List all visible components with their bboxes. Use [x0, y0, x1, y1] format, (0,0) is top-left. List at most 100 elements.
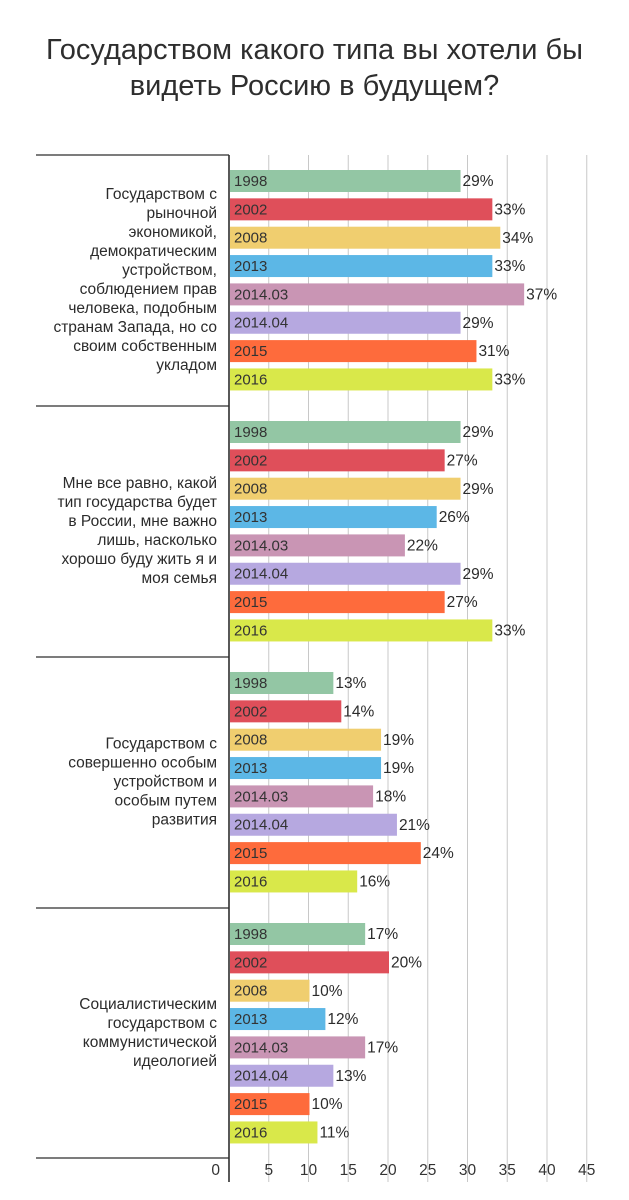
bar-year-label: 2002 — [234, 703, 267, 720]
bar-1-2014.03 — [230, 283, 525, 306]
bar-year-label: 2013 — [234, 258, 267, 275]
bar-value-label: 33% — [494, 201, 525, 218]
category-label-line: экономикой, — [128, 224, 217, 241]
bar-4-2014.04 — [230, 1064, 334, 1087]
x-tick-label: 40 — [538, 1162, 556, 1179]
bar-year-label: 2013 — [234, 760, 267, 777]
bar-year-label: 2015 — [234, 1096, 267, 1113]
bar-year-label: 1998 — [234, 926, 267, 943]
bar-year-label: 1998 — [234, 675, 267, 692]
bar-year-label: 2013 — [234, 1011, 267, 1028]
bar-year-label: 2008 — [234, 732, 267, 749]
bar-value-label: 27% — [447, 452, 478, 469]
category-label-line: моя семья — [142, 570, 217, 587]
bar-3-2013 — [230, 757, 382, 780]
bar-3-2014.03 — [230, 785, 374, 808]
bar-value-label: 20% — [391, 954, 422, 971]
bar-3-2008 — [230, 728, 382, 751]
bar-year-label: 2008 — [234, 230, 267, 247]
bar-year-label: 2014.04 — [234, 566, 288, 583]
category-label-line: устройством и — [114, 773, 217, 790]
bar-year-label: 1998 — [234, 173, 267, 190]
bar-2-2002 — [230, 449, 445, 472]
bar-value-label: 10% — [312, 1096, 343, 1113]
bar-value-label: 33% — [494, 623, 525, 640]
bar-value-label: 33% — [494, 258, 525, 275]
category-label-line: Мне все равно, какой — [63, 475, 217, 492]
bar-2-2015 — [230, 591, 445, 614]
x-tick-label: 30 — [459, 1162, 477, 1179]
category-label-line: укладом — [156, 357, 217, 374]
bar-3-1998 — [230, 672, 334, 694]
x-tick-label: 10 — [300, 1162, 318, 1179]
bar-year-label: 1998 — [234, 424, 267, 441]
x-tick-label: 35 — [499, 1162, 516, 1179]
bar-value-label: 18% — [375, 788, 406, 805]
bar-year-label: 2002 — [234, 954, 267, 971]
bar-value-label: 26% — [439, 509, 470, 526]
bar-value-label: 21% — [399, 817, 430, 834]
category-label-line: лишь, насколько — [97, 532, 217, 549]
bar-value-label: 37% — [526, 286, 557, 303]
bar-value-label: 14% — [343, 703, 374, 720]
category-label-line: рыночной — [146, 205, 217, 222]
bar-1-2013 — [230, 255, 493, 278]
category-label-line: странам Запада, но со — [53, 319, 217, 336]
x-tick-label: 25 — [419, 1162, 436, 1179]
bar-year-label: 2016 — [234, 873, 267, 890]
bar-value-label: 29% — [463, 173, 494, 190]
category-label-line: совершенно особым — [68, 754, 217, 771]
bar-value-label: 33% — [494, 372, 525, 389]
bar-3-2014.04 — [230, 813, 397, 836]
bar-year-label: 2014.04 — [234, 315, 288, 332]
x-tick-label: 15 — [340, 1162, 357, 1179]
bar-year-label: 2014.03 — [234, 286, 288, 303]
bar-4-2008 — [230, 979, 310, 1002]
x-tick-label: 20 — [379, 1162, 397, 1179]
bar-1-2002 — [230, 198, 493, 221]
bar-value-label: 31% — [478, 343, 509, 360]
bar-value-label: 19% — [383, 760, 414, 777]
bar-value-label: 11% — [319, 1125, 349, 1142]
category-label-line: человека, подобным — [68, 300, 217, 317]
bar-year-label: 2014.04 — [234, 817, 288, 834]
bar-year-label: 2015 — [234, 343, 267, 360]
bar-year-label: 2014.03 — [234, 537, 288, 554]
bar-year-label: 2016 — [234, 1124, 267, 1141]
chart-title-line-2: видеть Россию в будущем? — [129, 70, 500, 102]
bar-3-2002 — [230, 700, 342, 723]
bar-value-label: 12% — [327, 1011, 358, 1028]
chart-title: Государством какого типа вы хотели бы ви… — [0, 32, 629, 104]
bar-year-label: 2014.03 — [234, 788, 288, 805]
category-label-line: идеологией — [133, 1053, 217, 1070]
bar-3-2015 — [230, 842, 421, 865]
bar-year-label: 2008 — [234, 983, 267, 1000]
bar-2-2008 — [230, 477, 461, 500]
bar-1-2008 — [230, 226, 501, 249]
bar-year-label: 2015 — [234, 845, 267, 862]
bar-2-2013 — [230, 506, 437, 529]
bar-4-2016 — [230, 1121, 318, 1144]
bar-value-label: 29% — [463, 424, 494, 441]
bar-1-1998 — [230, 170, 461, 192]
bar-year-label: 2008 — [234, 481, 267, 498]
bar-value-label: 27% — [447, 594, 478, 611]
bar-2-2016 — [230, 619, 493, 642]
category-label-line: соблюдением прав — [80, 281, 217, 298]
bar-1-2016 — [230, 368, 493, 391]
bar-value-label: 24% — [423, 845, 454, 862]
bar-value-label: 29% — [463, 481, 494, 498]
bar-value-label: 17% — [367, 1039, 398, 1056]
bar-value-label: 29% — [463, 566, 494, 583]
bar-value-label: 13% — [335, 675, 366, 692]
bar-4-2013 — [230, 1008, 326, 1031]
bar-1-2014.04 — [230, 311, 461, 334]
bar-4-2002 — [230, 951, 389, 974]
category-label-line: Государством с — [106, 735, 218, 752]
bar-3-2016 — [230, 870, 358, 893]
x-tick-label: 0 — [211, 1162, 220, 1179]
category-label-line: особым путем — [115, 792, 218, 809]
bar-value-label: 29% — [463, 315, 494, 332]
bar-year-label: 2013 — [234, 509, 267, 526]
